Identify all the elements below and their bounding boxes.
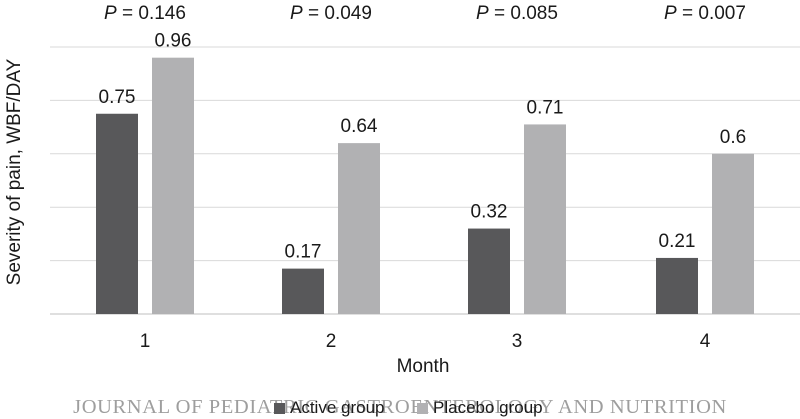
p-value-month-2: P = 0.049 bbox=[290, 3, 372, 24]
legend-swatch-placebo bbox=[417, 403, 428, 414]
y-axis-label: Severity of pain, WBF/DAY bbox=[4, 58, 25, 285]
p-value-month-4: P = 0.007 bbox=[664, 3, 746, 24]
p-value-text: = 0.085 bbox=[489, 3, 558, 24]
x-tick-label-2: 2 bbox=[326, 331, 337, 352]
legend-swatch-active bbox=[274, 403, 285, 414]
legend-label-placebo: Placebo group bbox=[433, 398, 543, 417]
value-label-placebo-month-1: 0.96 bbox=[155, 31, 192, 52]
p-symbol: P bbox=[664, 3, 677, 24]
p-values: P = 0.146 P = 0.049 P = 0.085 P = 0.007 bbox=[104, 3, 746, 24]
value-label-active-month-2: 0.17 bbox=[285, 242, 322, 263]
legend-label-active: Active group bbox=[290, 398, 385, 417]
value-label-active-month-4: 0.21 bbox=[659, 231, 696, 252]
p-value-month-1: P = 0.146 bbox=[104, 3, 186, 24]
bars bbox=[96, 57, 754, 315]
p-symbol: P bbox=[104, 3, 117, 24]
bar-active-month-2 bbox=[282, 268, 324, 314]
value-label-active-month-1: 0.75 bbox=[99, 87, 136, 108]
value-labels: 0.75 0.17 0.32 0.21 0.96 0.64 0.71 0.6 bbox=[99, 31, 747, 263]
bar-active-month-1 bbox=[96, 113, 138, 314]
p-value-text: = 0.007 bbox=[677, 3, 746, 24]
p-value-month-3: P = 0.085 bbox=[476, 3, 558, 24]
p-value-text: = 0.049 bbox=[303, 3, 372, 24]
x-tick-label-1: 1 bbox=[140, 331, 151, 352]
bar-active-month-3 bbox=[468, 228, 510, 314]
x-tick-label-4: 4 bbox=[700, 331, 711, 352]
legend: Active group Placebo group bbox=[274, 398, 543, 417]
x-axis-label: Month bbox=[397, 356, 450, 377]
bar-placebo-month-1 bbox=[152, 57, 194, 315]
bar-active-month-4 bbox=[656, 257, 698, 314]
bar-placebo-month-3 bbox=[524, 124, 566, 315]
x-tick-label-3: 3 bbox=[512, 331, 523, 352]
p-value-text: = 0.146 bbox=[117, 3, 186, 24]
p-symbol: P bbox=[476, 3, 489, 24]
value-label-placebo-month-3: 0.71 bbox=[527, 97, 564, 118]
x-tick-labels: 1 2 3 4 bbox=[140, 331, 711, 352]
value-label-placebo-month-4: 0.6 bbox=[720, 127, 746, 148]
value-label-placebo-month-2: 0.64 bbox=[341, 116, 378, 137]
journal-watermark: JOURNAL OF PEDIATRIC GASTROENTEROLOGY AN… bbox=[73, 396, 727, 418]
bar-placebo-month-4 bbox=[712, 153, 754, 314]
bar-placebo-month-2 bbox=[338, 143, 380, 314]
value-label-active-month-3: 0.32 bbox=[471, 202, 508, 223]
p-symbol: P bbox=[290, 3, 303, 24]
